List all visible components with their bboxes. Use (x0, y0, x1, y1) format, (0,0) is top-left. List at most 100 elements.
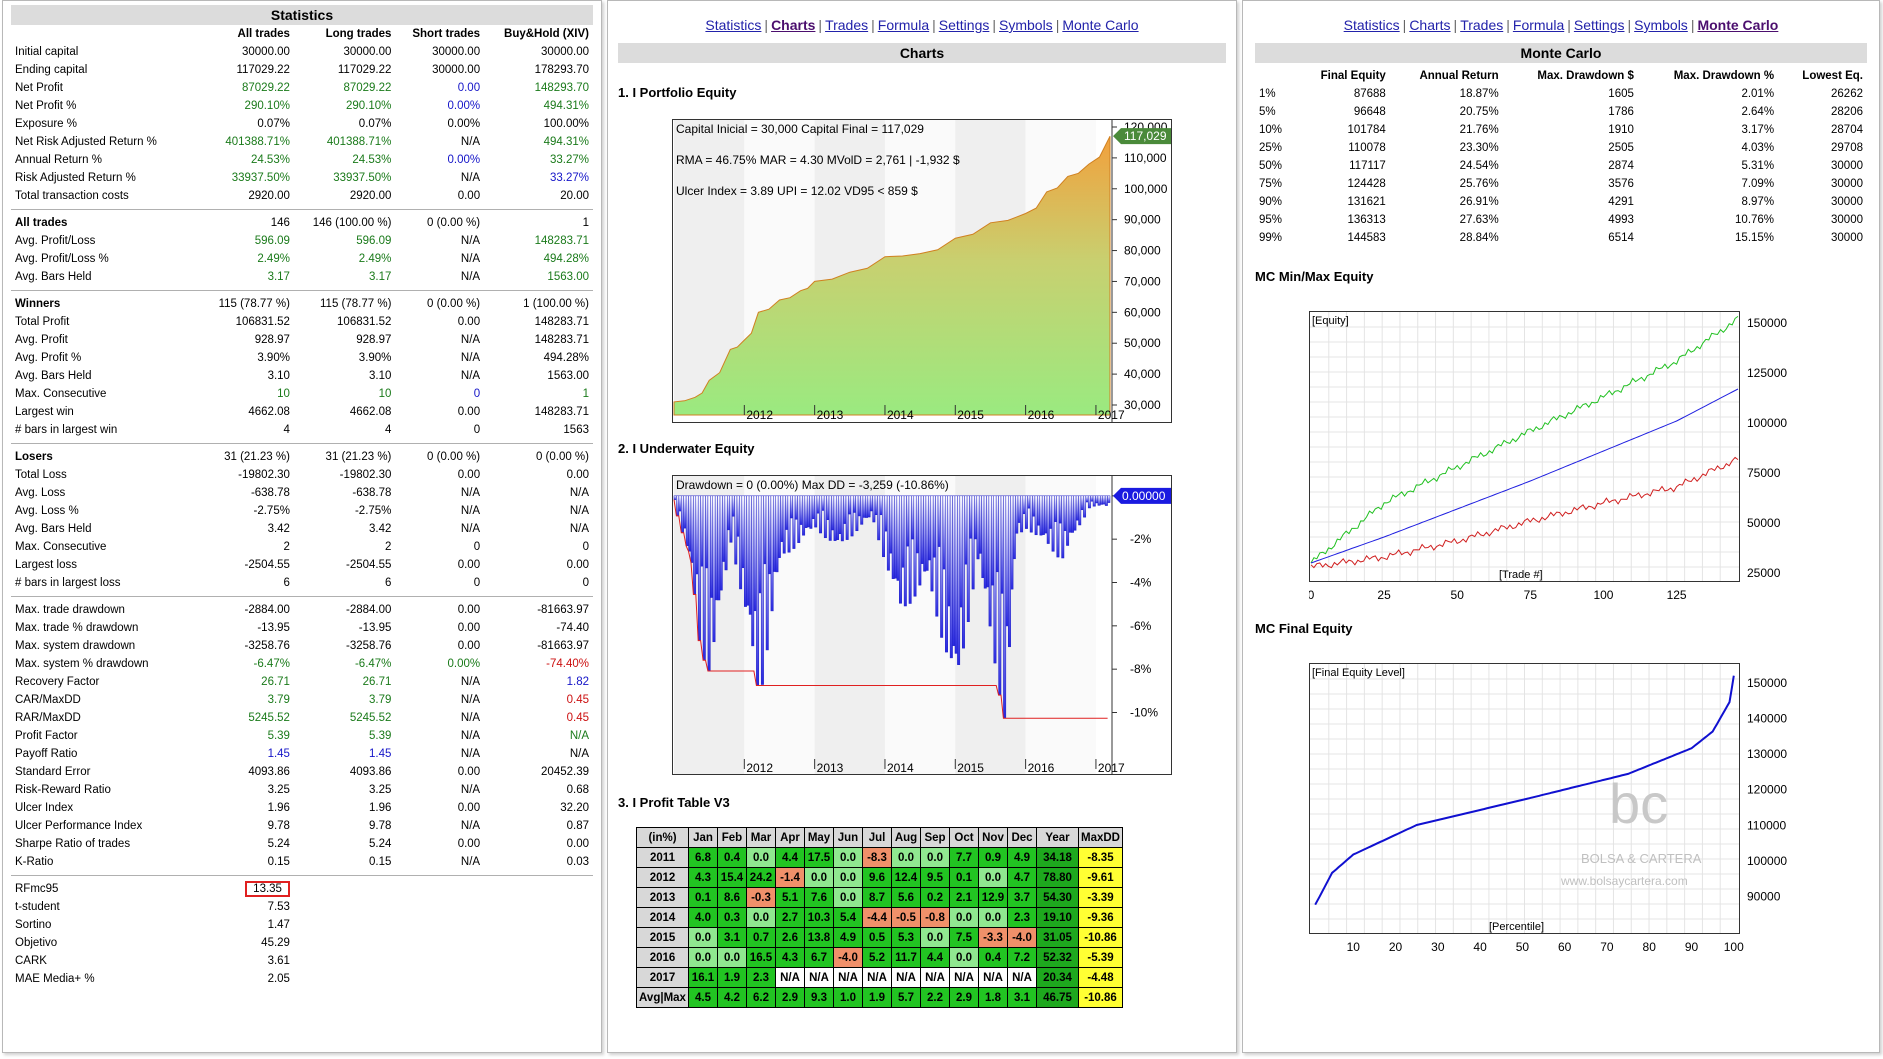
profit-cell: 2.1 (949, 887, 979, 908)
x-tick-label: 60 (1558, 940, 1572, 954)
nav-link-formula[interactable]: Formula (877, 17, 930, 33)
stat-value: N/A (569, 505, 589, 517)
mc-percentile: 5% (1259, 106, 1276, 118)
underwater-bar (1039, 495, 1043, 536)
underwater-bar (1063, 495, 1067, 531)
mc-value: 96648 (1353, 106, 1386, 118)
nav-link-statistics[interactable]: Statistics (1343, 17, 1400, 33)
mc-percentile: 10% (1259, 124, 1283, 136)
stat-label: t-student (15, 901, 60, 913)
nav-link-symbols[interactable]: Symbols (1634, 17, 1688, 33)
profit-year-total: 78.80 (1036, 867, 1079, 888)
underwater-bar (1029, 495, 1033, 533)
stat-label: # bars in largest loss (15, 577, 121, 589)
x-tick-label: 25 (1377, 588, 1391, 602)
x-tick-label: 50 (1451, 588, 1465, 602)
underwater-bar (925, 495, 929, 571)
mc-percentile: 95% (1259, 214, 1283, 226)
stat-value: 30000.00 (541, 46, 589, 58)
profit-col-nov: Nov (978, 827, 1008, 848)
stat-value: N/A (460, 370, 481, 382)
profit-cell: 4.0 (688, 907, 718, 928)
nav-link-monte-carlo[interactable]: Monte Carlo (1697, 17, 1779, 33)
nav-link-symbols[interactable]: Symbols (999, 17, 1053, 33)
y-tick-label: 60,000 (1124, 305, 1161, 319)
profit-year-total: 34.18 (1036, 847, 1079, 868)
stat-value: 0.00 (457, 316, 481, 328)
nav-link-charts[interactable]: Charts (1409, 17, 1451, 33)
underwater-bar (727, 495, 730, 531)
profit-cell: 2.7 (775, 907, 805, 928)
mc-value: 2505 (1608, 142, 1634, 154)
underwater-bar (1061, 495, 1065, 559)
underwater-bar (1000, 495, 1004, 594)
stat-row-ulcer-index: Ulcer Index 1.96 1.96 0.00 32.20 (11, 799, 593, 817)
stat-value: 106831.52 (337, 316, 392, 328)
profit-cell: 5.7 (891, 987, 921, 1008)
underwater-bar (780, 495, 784, 542)
mc-minmax-ylabel: [Equity] (1312, 315, 1349, 327)
nav-link-monte-carlo[interactable]: Monte Carlo (1062, 17, 1139, 33)
stat-label: Ulcer Performance Index (15, 820, 143, 832)
nav-link-charts[interactable]: Charts (771, 17, 816, 33)
profit-cell: 0.5 (862, 927, 892, 948)
stat-row-mae-media: MAE Media+ % 2.05 (11, 970, 593, 988)
stat-value: 3.79 (369, 694, 392, 706)
x-tick-label: 70 (1600, 940, 1614, 954)
x-tick-label: 2014 (887, 761, 914, 775)
underwater-bar (712, 495, 716, 643)
underwater-bar (976, 495, 980, 560)
stat-value: 0.45 (566, 694, 589, 706)
underwater-bar (768, 495, 772, 575)
underwater-bar (1005, 495, 1009, 627)
stat-label: Avg. Loss % (15, 505, 79, 517)
profit-cell: 4.9 (833, 927, 863, 948)
underwater-bar (911, 495, 915, 540)
mc-value: 21.76% (1459, 124, 1499, 136)
mc-percentile: 75% (1259, 178, 1283, 190)
underwater-bar (792, 495, 796, 549)
mc-percentile: 50% (1259, 160, 1283, 172)
mc-row: 50% 117117 24.54% 2874 5.31% 30000 (1255, 157, 1867, 175)
nav-link-settings[interactable]: Settings (938, 17, 990, 33)
nav-separator: | (818, 17, 823, 33)
stat-row-max-consecutive: Max. Consecutive 2 2 0 0 (11, 538, 593, 556)
mc-percentile: 99% (1259, 232, 1283, 244)
statistics-separator (11, 205, 593, 214)
stat-value: 20452.39 (541, 766, 589, 778)
profit-cell: 9.6 (862, 867, 892, 888)
underwater-bar (809, 495, 813, 529)
mc-value: 4291 (1608, 196, 1634, 208)
y-tick-label: 30,000 (1124, 398, 1161, 412)
underwater-bar (857, 495, 861, 517)
nav-link-trades[interactable]: Trades (825, 17, 869, 33)
profit-row-2012: 2012 4.3 15.4 24.2 -1.4 0.0 0.0 9.6 12.4 9.5 0.1 0.… (636, 867, 1123, 888)
stat-value: N/A (460, 334, 481, 346)
stat-value: -3258.76 (244, 640, 290, 652)
profit-col-mar: Mar (746, 827, 776, 848)
stat-row-winners: Winners 115 (78.77 %) 115 (78.77 %) 0 (0.00… (11, 295, 593, 313)
underwater-bar (915, 495, 919, 554)
profit-cell: 4.9 (1007, 847, 1037, 868)
stat-value: 31 (21.23 %) (224, 451, 290, 463)
profit-cell: 4.4 (920, 947, 950, 968)
nav-link-formula[interactable]: Formula (1512, 17, 1565, 33)
profit-cell: 0.9 (978, 847, 1008, 868)
underwater-bar (729, 495, 733, 543)
nav-link-settings[interactable]: Settings (1573, 17, 1625, 33)
nav-link-trades[interactable]: Trades (1460, 17, 1504, 33)
underwater-bar (765, 495, 769, 651)
stat-value: N/A (460, 271, 481, 283)
watermark-logo: bc BOLSA & CARTERA www.bolsaycartera.com (1560, 772, 1702, 888)
mc-final-ylabel: [Final Equity Level] (1312, 667, 1405, 679)
stat-value: 1 (582, 217, 589, 229)
underwater-bar (959, 495, 963, 608)
mc-value: 27.63% (1459, 214, 1499, 226)
underwater-bar (833, 495, 837, 541)
stat-value: N/A (460, 253, 481, 265)
profit-cell: 0.4 (978, 947, 1008, 968)
y-tick-label: 50000 (1747, 516, 1781, 530)
mc-col-max-drawdown: Max. Drawdown % (1673, 70, 1775, 82)
underwater-bar (901, 495, 905, 568)
nav-link-statistics[interactable]: Statistics (705, 17, 762, 33)
